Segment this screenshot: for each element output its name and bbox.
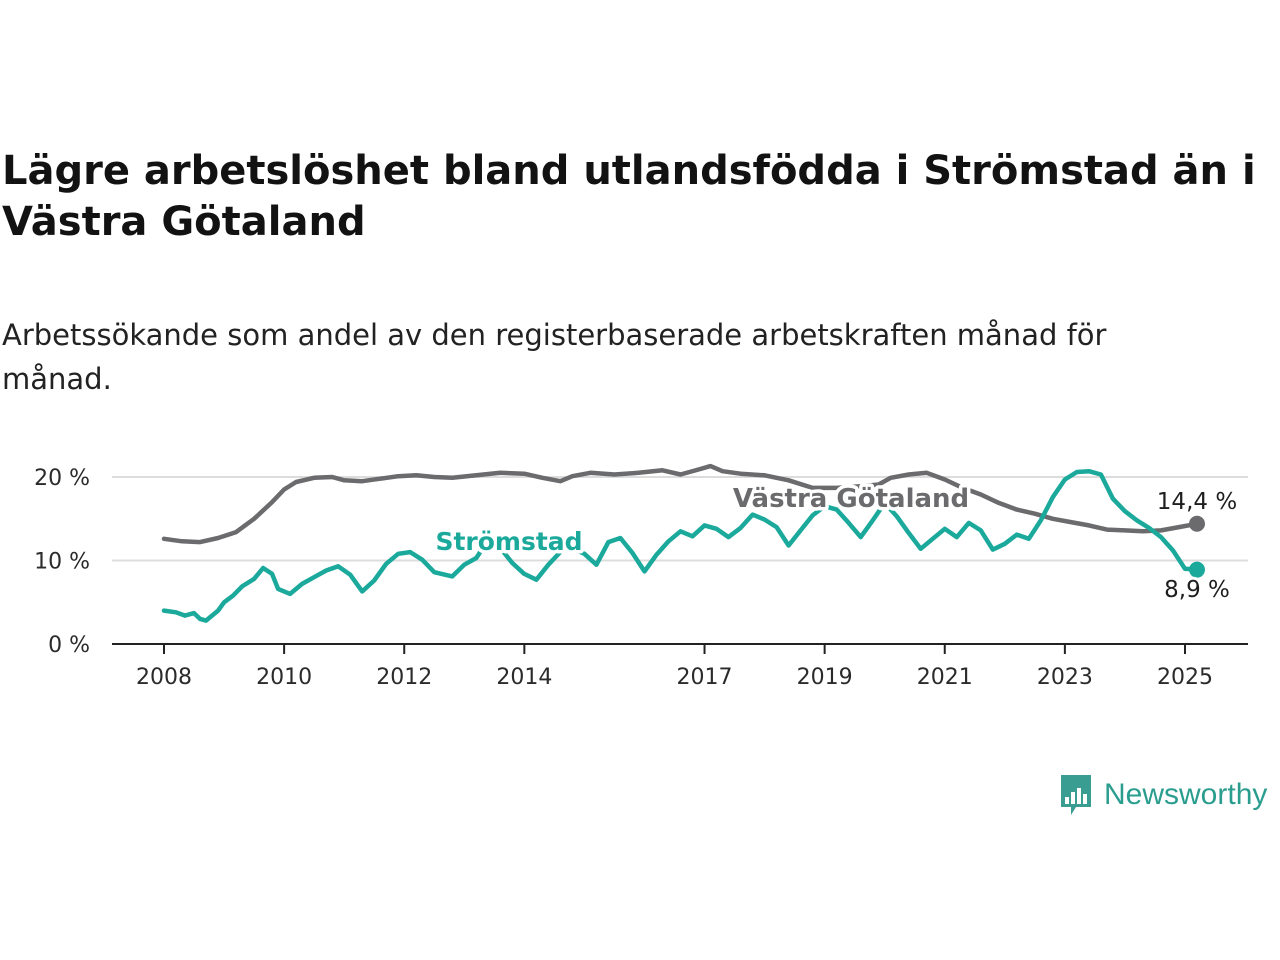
series (161, 463, 1205, 623)
axes: 0 % 10 % 20 % 2008 2010 2012 2014 2017 2019 2021 2… (34, 466, 1248, 690)
x-tick-label: 2014 (496, 665, 552, 690)
y-tick-label: 20 % (34, 466, 90, 491)
chart-title: Lägre arbetslöshet bland utlandsfödda i … (2, 148, 1256, 245)
x-tick-label: 2023 (1037, 665, 1093, 690)
chart-subtitle: Arbetssökande som andel av den registerb… (2, 318, 1107, 396)
x-tick-label: 2017 (677, 665, 733, 690)
x-tick-label: 2008 (136, 665, 192, 690)
line-chart: 0 % 10 % 20 % 2008 2010 2012 2014 2017 2019 2021 2… (34, 463, 1248, 690)
y-tick-label: 10 % (34, 550, 90, 575)
end-value-label: 8,9 % (1164, 577, 1230, 603)
series-label: Västra Götaland (733, 484, 969, 514)
x-tick-label: 2025 (1157, 665, 1213, 690)
x-tick-label: 2012 (376, 665, 432, 690)
end-value-label: 14,4 % (1157, 489, 1237, 515)
y-tick-label: 0 % (48, 633, 90, 658)
newsworthy-brand[interactable]: Newsworthy (1058, 772, 1267, 818)
brand-name: Newsworthy (1104, 778, 1268, 811)
series-line-1 (161, 468, 1200, 623)
x-tick-label: 2019 (797, 665, 853, 690)
newsworthy-logo-icon (1061, 775, 1091, 815)
series-end-marker (1189, 561, 1205, 578)
x-tick-label: 2010 (256, 665, 312, 690)
series-end-marker (1189, 515, 1205, 532)
grid (112, 476, 1248, 562)
series-line-0 (161, 463, 1200, 545)
series-label: Strömstad (435, 527, 582, 556)
labels: Västra Götaland Strömstad 14,4 % 8,9 % (432, 481, 1240, 607)
x-tick-label: 2021 (917, 665, 973, 690)
